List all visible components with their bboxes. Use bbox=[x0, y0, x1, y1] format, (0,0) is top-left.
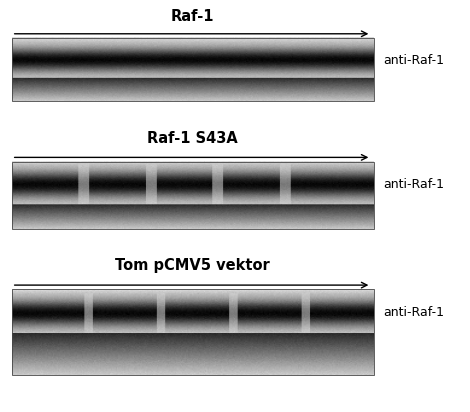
Bar bbox=[12, 162, 374, 229]
Text: anti-Raf-1: anti-Raf-1 bbox=[383, 178, 444, 191]
Text: Tom pCMV5 vektor: Tom pCMV5 vektor bbox=[115, 258, 270, 273]
Text: Raf-1 S43A: Raf-1 S43A bbox=[147, 131, 238, 145]
Bar bbox=[12, 38, 374, 101]
Text: anti-Raf-1: anti-Raf-1 bbox=[383, 306, 444, 319]
Text: anti-Raf-1: anti-Raf-1 bbox=[383, 54, 444, 67]
Text: Raf-1: Raf-1 bbox=[171, 9, 214, 24]
Bar bbox=[12, 289, 374, 375]
